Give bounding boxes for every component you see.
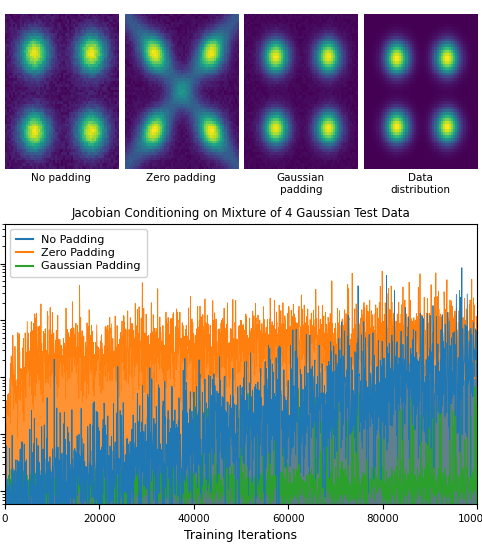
X-axis label: Training Iterations: Training Iterations (185, 529, 297, 542)
X-axis label: Zero padding: Zero padding (146, 174, 216, 184)
X-axis label: Gaussian
padding: Gaussian padding (277, 174, 325, 195)
X-axis label: No padding: No padding (31, 174, 91, 184)
Legend: No Padding, Zero Padding, Gaussian Padding: No Padding, Zero Padding, Gaussian Paddi… (11, 229, 147, 277)
X-axis label: Data
distribution: Data distribution (391, 174, 451, 195)
Title: Jacobian Conditioning on Mixture of 4 Gaussian Test Data: Jacobian Conditioning on Mixture of 4 Ga… (72, 207, 410, 220)
